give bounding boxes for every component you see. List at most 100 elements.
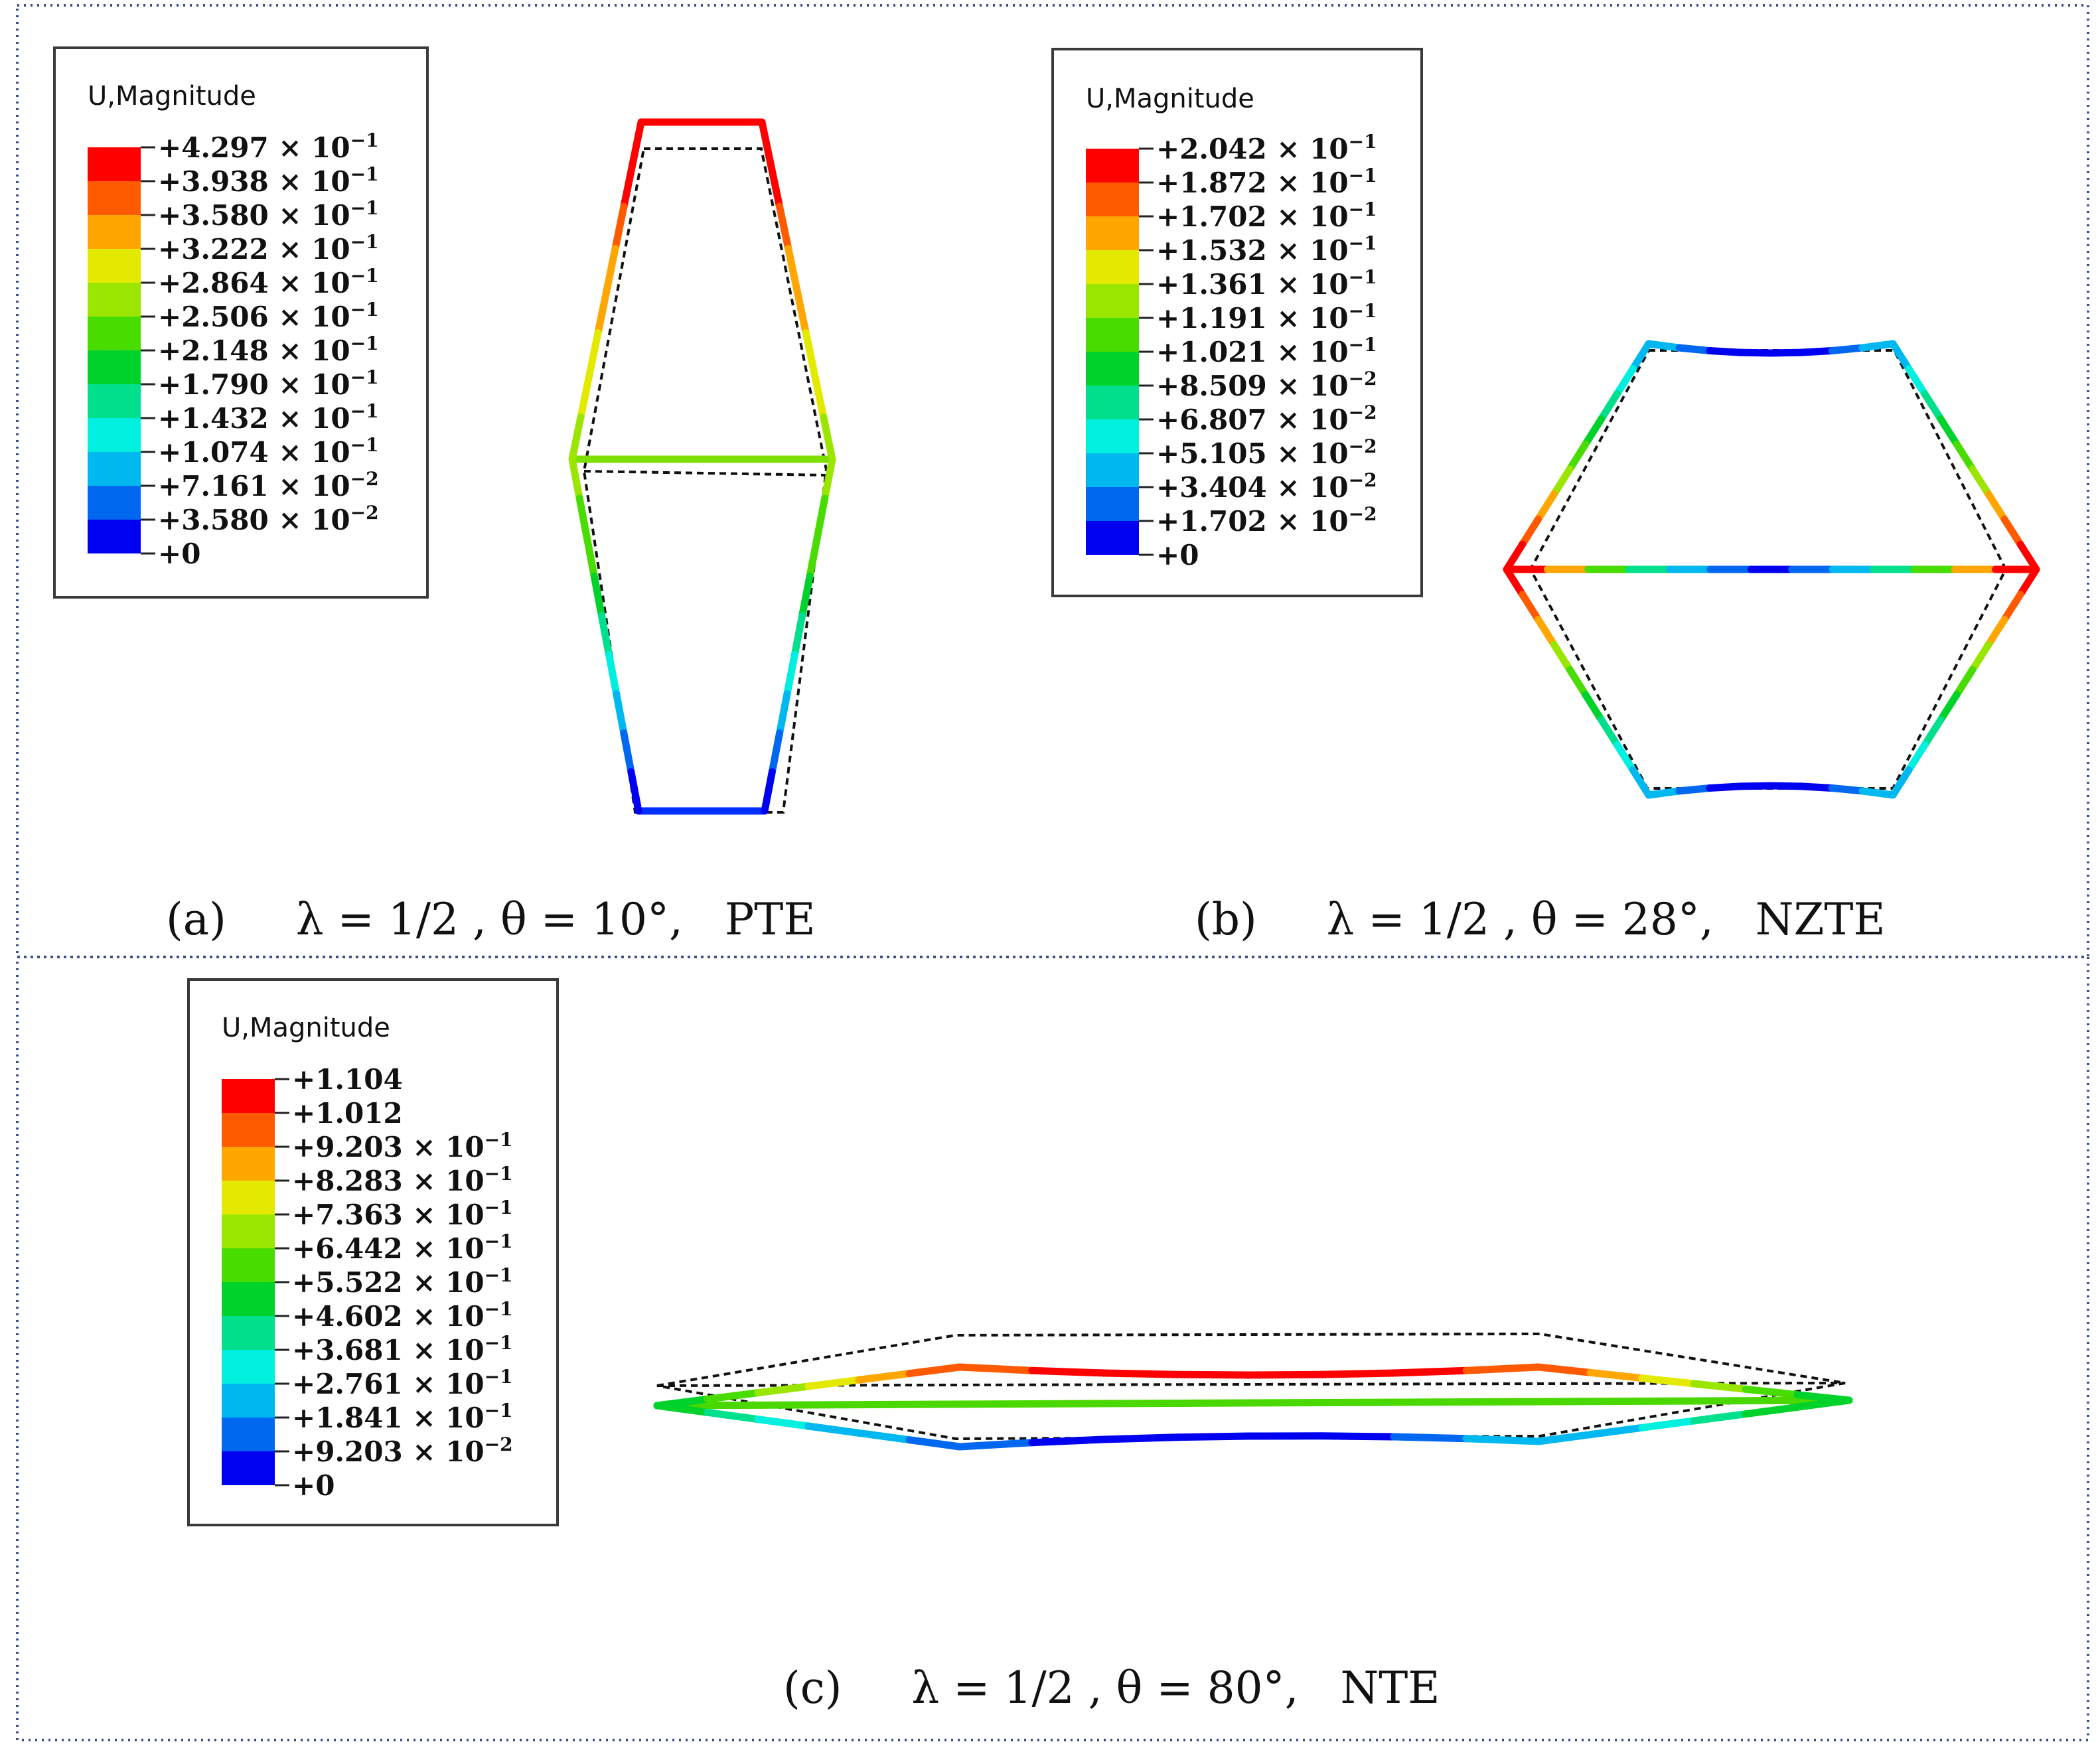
legend-a-label: +1.432 × 10−1 xyxy=(158,400,379,435)
legend-b-swatch xyxy=(1086,216,1139,250)
legend-a: U,Magnitude +4.297 × 10−1+3.938 × 10−1+3… xyxy=(53,46,429,599)
legend-a-swatch xyxy=(88,350,141,384)
edge-segment xyxy=(1550,640,1574,674)
cell-b xyxy=(1503,340,2040,799)
legend-b-label: +1.702 × 10−2 xyxy=(1156,503,1377,538)
edge-segment xyxy=(1645,340,1683,352)
edge-segment xyxy=(1629,766,1653,799)
legend-a-swatch xyxy=(88,418,141,452)
legend-c-label: +0 xyxy=(292,1469,335,1502)
legend-a-swatch xyxy=(88,147,141,181)
edge-segment xyxy=(1690,1410,1750,1425)
edge-segment xyxy=(1969,465,1992,498)
legend-c-swatch xyxy=(222,1079,275,1113)
edge-segment xyxy=(783,650,798,697)
legend-c-swatch xyxy=(222,1316,275,1350)
edge-segment xyxy=(1793,1396,1853,1411)
cell-a-upper-left-edge xyxy=(568,118,645,463)
edge-segment xyxy=(1742,1403,1801,1418)
edge-segment xyxy=(1550,465,1574,498)
legend-b-label: +1.702 × 10−1 xyxy=(1156,198,1377,233)
legend-c-label: +2.761 × 10−1 xyxy=(292,1366,513,1400)
edge-segment xyxy=(1736,348,1775,357)
edge-segment xyxy=(767,161,783,210)
cell-c-bottom-edge xyxy=(956,1432,1542,1451)
edge-segment xyxy=(1797,347,1836,356)
edge-segment xyxy=(603,245,619,295)
cell-a xyxy=(568,118,836,815)
edge-segment xyxy=(1889,340,1913,373)
undeformed-shape-a xyxy=(582,147,828,814)
edge-segment xyxy=(785,245,801,295)
edge-segment xyxy=(1858,340,1897,352)
legend-a-swatch xyxy=(88,215,141,249)
cell-c-lower-left-edge xyxy=(653,1402,964,1451)
legend-c-title: U,Magnitude xyxy=(222,1013,390,1043)
edge-segment xyxy=(1645,787,1683,799)
edge-segment xyxy=(1889,766,1913,799)
cell-b-lower-left-edge xyxy=(1503,565,1653,799)
edge-segment xyxy=(1675,784,1714,795)
legend-b-swatch xyxy=(1086,318,1139,352)
edge-segment xyxy=(1535,616,1558,648)
edge-segment xyxy=(577,371,593,421)
edge-segment xyxy=(1690,1380,1750,1393)
cell-b-top-edge xyxy=(1645,340,1897,357)
edge-segment xyxy=(1462,1435,1542,1445)
legend-c-label: +1.104 xyxy=(292,1063,403,1096)
edge-segment xyxy=(620,161,637,210)
edge-segment xyxy=(1905,365,1929,398)
panel-b: U,Magnitude +2.042 × 10−1+1.872 × 10−1+1… xyxy=(1051,48,2040,945)
legend-b-swatch xyxy=(1086,453,1139,487)
legend-b-swatches xyxy=(1086,149,1139,555)
edge-segment xyxy=(1535,490,1558,523)
edge-segment xyxy=(1828,344,1866,354)
edge-segment xyxy=(1566,440,1590,473)
edge-segment xyxy=(1767,348,1805,357)
cell-a-lower-right-edge xyxy=(761,455,836,815)
cell-c-top-edge xyxy=(956,1363,1542,1379)
edge-segment xyxy=(1953,440,1977,473)
legend-a-swatch xyxy=(88,486,141,520)
edge-segment xyxy=(1969,640,1992,674)
edge-segment xyxy=(813,494,829,542)
edge-segment xyxy=(758,118,775,168)
legend-c-swatch xyxy=(222,1214,275,1248)
edge-segment xyxy=(575,494,591,542)
legend-b-swatch xyxy=(1086,386,1139,419)
legend-a-swatch xyxy=(88,283,141,317)
legend-c-swatches xyxy=(222,1079,275,1485)
edge-segment xyxy=(594,287,611,336)
edge-segment xyxy=(1953,666,1977,699)
legend-c-swatch xyxy=(222,1350,275,1384)
edge-segment xyxy=(1985,616,2008,648)
legend-a-label: +2.864 × 10−1 xyxy=(158,265,379,299)
legend-a-swatch xyxy=(88,317,141,350)
legend-b-swatch xyxy=(1086,419,1139,453)
legend-b-label: +5.105 × 10−2 xyxy=(1156,435,1377,470)
edge-segment xyxy=(905,1363,964,1378)
legend-c-swatch xyxy=(222,1418,275,1451)
legend-b-labels: +2.042 × 10−1+1.872 × 10−1+1.702 × 10−1+… xyxy=(1139,131,1377,571)
edge-segment xyxy=(1706,347,1744,356)
edge-segment xyxy=(2000,515,2024,548)
legend-a-swatch xyxy=(88,181,141,215)
edge-segment xyxy=(1598,716,1621,749)
legend-c-label: +5.522 × 10−1 xyxy=(292,1264,513,1299)
edge-segment xyxy=(1028,1366,1108,1377)
edge-segment xyxy=(613,690,628,737)
edge-segment xyxy=(776,202,792,252)
legend-a-label: +1.790 × 10−1 xyxy=(158,366,379,401)
edge-segment xyxy=(605,650,621,697)
legend-b-swatch xyxy=(1086,182,1139,216)
legend-a-swatch xyxy=(88,520,141,553)
legend-b-label: +1.021 × 10−1 xyxy=(1156,334,1377,368)
edge-segment xyxy=(583,534,598,581)
legend-b-label: +1.361 × 10−1 xyxy=(1156,266,1377,301)
legend-b-label: +8.509 × 10−2 xyxy=(1156,368,1377,402)
legend-a-label: +2.506 × 10−1 xyxy=(158,299,379,333)
edge-segment xyxy=(568,413,585,463)
legend-b-title: U,Magnitude xyxy=(1086,84,1254,114)
edge-segment xyxy=(1519,591,1542,624)
edge-segment xyxy=(620,729,635,776)
